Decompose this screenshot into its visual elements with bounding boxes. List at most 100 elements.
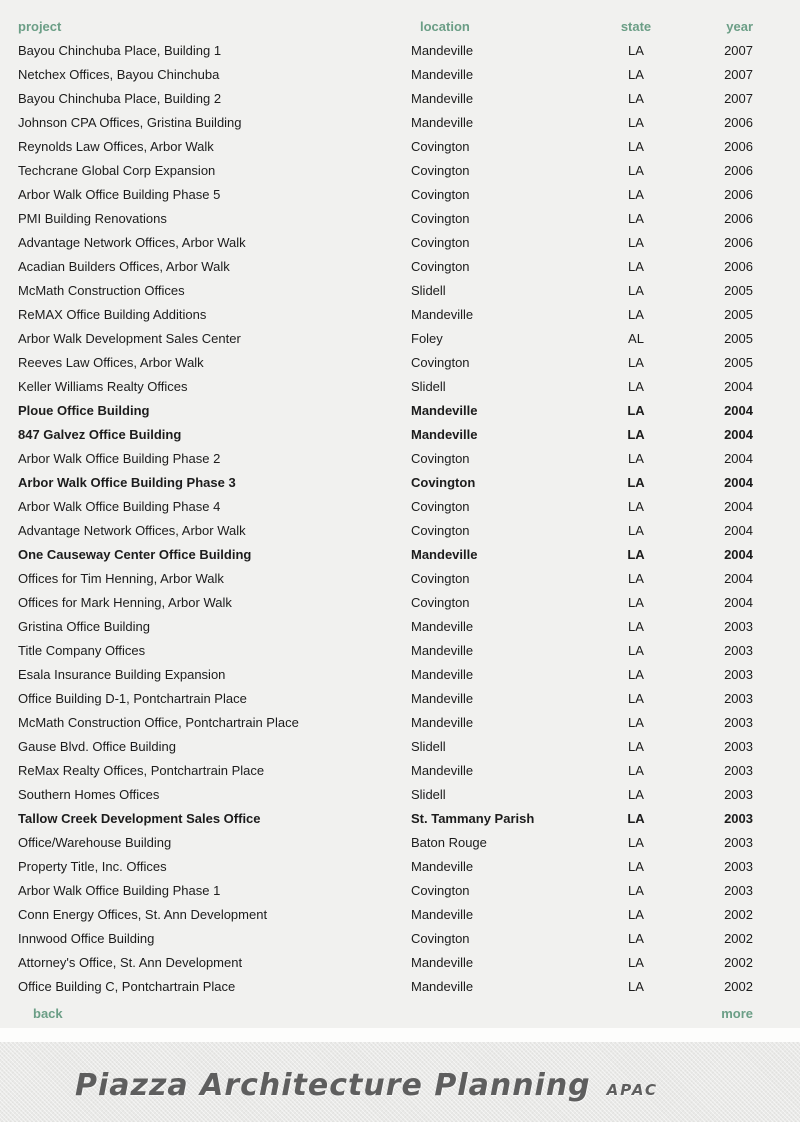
state-cell: LA [628, 498, 644, 514]
year-cell: 2003 [724, 762, 753, 778]
location-cell: Mandeville [411, 618, 474, 634]
project-cell: McMath Construction Offices [18, 282, 185, 298]
state-cell: LA [628, 570, 644, 586]
table-row: Techcrane Global Corp Expansion Covington… [18, 158, 753, 182]
pagination-bar: back more [0, 998, 800, 1028]
project-cell: Acadian Builders Offices, Arbor Walk [18, 258, 230, 274]
year-cell: 2003 [724, 714, 753, 730]
location-cell: Slidell [411, 282, 446, 298]
table-row: Ploue Office Building Mandeville LA 2004 [18, 398, 753, 422]
state-cell: LA [628, 138, 644, 154]
state-cell: LA [628, 42, 644, 58]
more-link[interactable]: more [721, 1005, 753, 1021]
company-logo-text: Piazza Architecture Planning [75, 1067, 591, 1103]
year-cell: 2002 [724, 978, 753, 994]
table-row: Arbor Walk Development Sales Center Foley… [18, 326, 753, 350]
project-cell: Attorney's Office, St. Ann Development [18, 954, 243, 970]
year-cell: 2005 [724, 330, 753, 346]
project-cell: Offices for Mark Henning, Arbor Walk [18, 594, 232, 610]
project-cell: Netchex Offices, Bayou Chinchuba [18, 66, 220, 82]
year-cell: 2004 [724, 522, 753, 538]
project-cell: Arbor Walk Office Building Phase 4 [18, 498, 221, 514]
table-row: Conn Energy Offices, St. Ann Development… [18, 902, 753, 926]
state-cell: LA [628, 162, 644, 178]
location-cell: Slidell [411, 786, 446, 802]
back-link[interactable]: back [33, 1005, 63, 1021]
table-row: Arbor Walk Office Building Phase 5 Coving… [18, 182, 753, 206]
year-cell: 2003 [724, 834, 753, 850]
state-cell: LA [628, 954, 644, 970]
location-cell: Covington [411, 570, 470, 586]
year-cell: 2004 [724, 426, 753, 442]
year-cell: 2006 [724, 186, 753, 202]
year-cell: 2003 [724, 810, 753, 826]
year-cell: 2007 [724, 90, 753, 106]
company-logo: Piazza Architecture Planning APAC [75, 1068, 658, 1103]
location-cell: Covington [411, 594, 470, 610]
location-cell: Mandeville [411, 978, 474, 994]
table-row: Bayou Chinchuba Place, Building 1 Mandevi… [18, 38, 753, 62]
table-row: Office Building C, Pontchartrain Place Ma… [18, 974, 753, 998]
table-row: Johnson CPA Offices, Gristina Building Ma… [18, 110, 753, 134]
location-cell: Mandeville [411, 714, 474, 730]
state-cell: LA [628, 786, 644, 802]
state-cell: LA [628, 378, 644, 394]
year-cell: 2003 [724, 666, 753, 682]
project-cell: Offices for Tim Henning, Arbor Walk [18, 570, 224, 586]
year-cell: 2006 [724, 234, 753, 250]
state-cell: LA [627, 546, 645, 562]
year-cell: 2004 [724, 546, 753, 562]
project-cell[interactable]: Arbor Walk Office Building Phase 3 [18, 474, 236, 490]
state-cell: LA [628, 642, 644, 658]
year-cell: 2002 [724, 954, 753, 970]
location-cell: Foley [411, 330, 443, 346]
table-row: Reynolds Law Offices, Arbor Walk Covingto… [18, 134, 753, 158]
table-row: Reeves Law Offices, Arbor Walk Covington L… [18, 350, 753, 374]
table-row: Bayou Chinchuba Place, Building 2 Mandevi… [18, 86, 753, 110]
state-cell: LA [628, 690, 644, 706]
year-cell: 2002 [724, 906, 753, 922]
location-cell: Mandeville [411, 66, 474, 82]
table-row: ReMax Realty Offices, Pontchartrain Plac… [18, 758, 753, 782]
state-cell: LA [627, 402, 645, 418]
location-cell: Mandeville [411, 546, 478, 562]
state-cell: LA [627, 810, 645, 826]
table-row: Arbor Walk Office Building Phase 3 Coving… [18, 470, 753, 494]
table-row: One Causeway Center Office Building Mande… [18, 542, 753, 566]
project-cell[interactable]: Tallow Creek Development Sales Office [18, 810, 261, 826]
state-cell: LA [628, 762, 644, 778]
project-cell: ReMax Realty Offices, Pontchartrain Plac… [18, 762, 265, 778]
location-cell: Covington [411, 474, 476, 490]
project-cell[interactable]: Ploue Office Building [18, 402, 150, 418]
footer-separator [0, 1028, 800, 1042]
state-cell: LA [628, 882, 644, 898]
location-cell: Mandeville [411, 858, 474, 874]
location-cell: Covington [411, 234, 470, 250]
location-cell: Mandeville [411, 690, 474, 706]
year-cell: 2003 [724, 738, 753, 754]
location-cell: Covington [411, 522, 470, 538]
state-cell: LA [628, 210, 644, 226]
state-cell: LA [628, 522, 644, 538]
location-cell: Covington [411, 882, 470, 898]
state-cell: LA [628, 666, 644, 682]
location-cell: Mandeville [411, 426, 478, 442]
project-cell[interactable]: 847 Galvez Office Building [18, 426, 182, 442]
year-cell: 2006 [724, 162, 753, 178]
project-cell[interactable]: One Causeway Center Office Building [18, 546, 252, 562]
table-row: Acadian Builders Offices, Arbor Walk Covi… [18, 254, 753, 278]
table-row: Offices for Tim Henning, Arbor Walk Covin… [18, 566, 753, 590]
project-cell: Techcrane Global Corp Expansion [18, 162, 216, 178]
project-cell: ReMAX Office Building Additions [18, 306, 207, 322]
table-row: 847 Galvez Office Building Mandeville LA 20… [18, 422, 753, 446]
location-cell: Covington [411, 930, 470, 946]
footer: Piazza Architecture Planning APAC [0, 1042, 800, 1122]
project-cell: Arbor Walk Office Building Phase 5 [18, 186, 221, 202]
table-header-row: project location state year [18, 14, 753, 38]
state-cell: LA [627, 426, 645, 442]
column-header-project: project [18, 18, 62, 34]
company-logo-abbr: APAC [606, 1080, 659, 1099]
table-row: Arbor Walk Office Building Phase 4 Coving… [18, 494, 753, 518]
project-cell: Southern Homes Offices [18, 786, 160, 802]
location-cell: Mandeville [411, 42, 474, 58]
